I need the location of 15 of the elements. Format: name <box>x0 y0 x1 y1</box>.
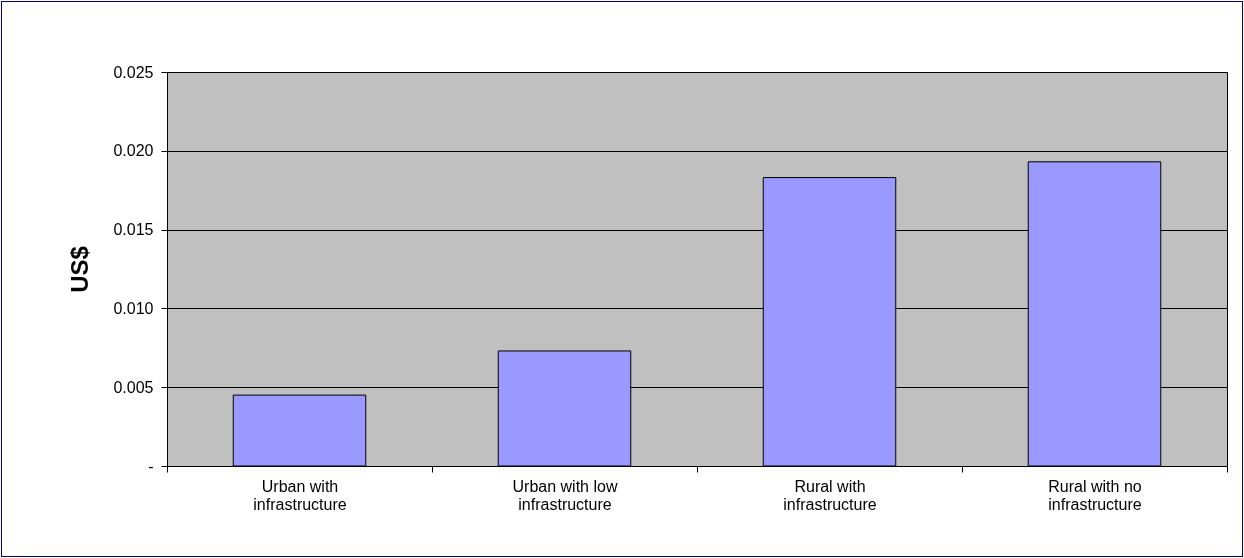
y-axis-title: US$ <box>66 245 94 293</box>
x-tick-label: Urban with infrastructure <box>253 477 347 513</box>
bar <box>232 394 367 467</box>
x-tick-label: Rural with infrastructure <box>783 477 877 513</box>
y-tick-label: 0.015 <box>113 221 154 239</box>
y-tick-label: 0.010 <box>113 299 154 317</box>
y-tick-label: 0.005 <box>113 378 154 396</box>
y-tick-label: 0.025 <box>113 63 154 81</box>
bar <box>497 350 632 467</box>
x-tick-label: Urban with low infrastructure <box>512 477 618 513</box>
bar <box>762 177 897 467</box>
x-tick-label: Rural with no infrastructure <box>1048 477 1142 513</box>
y-tick-label: - <box>148 457 154 475</box>
y-tick-label: 0.020 <box>113 142 154 160</box>
bar <box>1027 161 1162 467</box>
